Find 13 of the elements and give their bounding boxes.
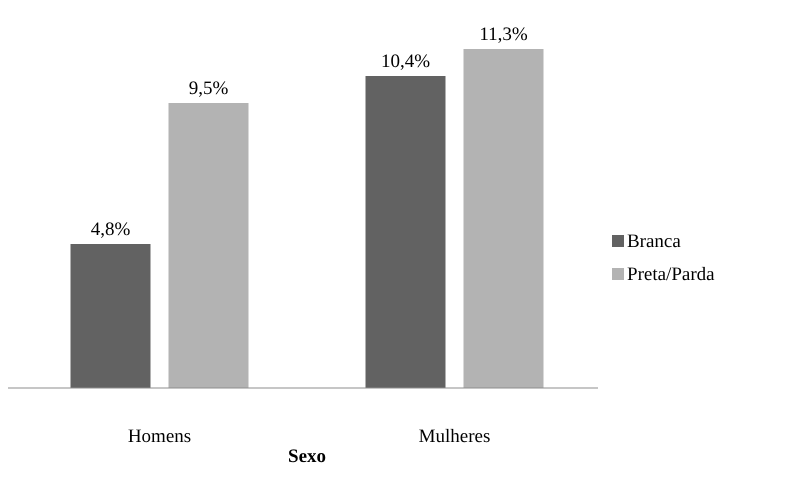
- legend-label: Preta/Parda: [627, 264, 716, 285]
- bar: [366, 76, 446, 388]
- data-label: 9,5%: [188, 78, 228, 99]
- data-label: 4,8%: [90, 219, 130, 240]
- x-axis-title: Sexo: [288, 446, 326, 467]
- data-label: 11,3%: [479, 24, 528, 45]
- data-label: 10,4%: [380, 51, 430, 72]
- x-tick-label: Mulheres: [418, 426, 490, 447]
- bar: [70, 244, 150, 388]
- legend-label: Branca: [627, 231, 682, 252]
- x-tick-label: Homens: [128, 426, 192, 447]
- bar: [464, 49, 544, 388]
- bar: [168, 103, 248, 388]
